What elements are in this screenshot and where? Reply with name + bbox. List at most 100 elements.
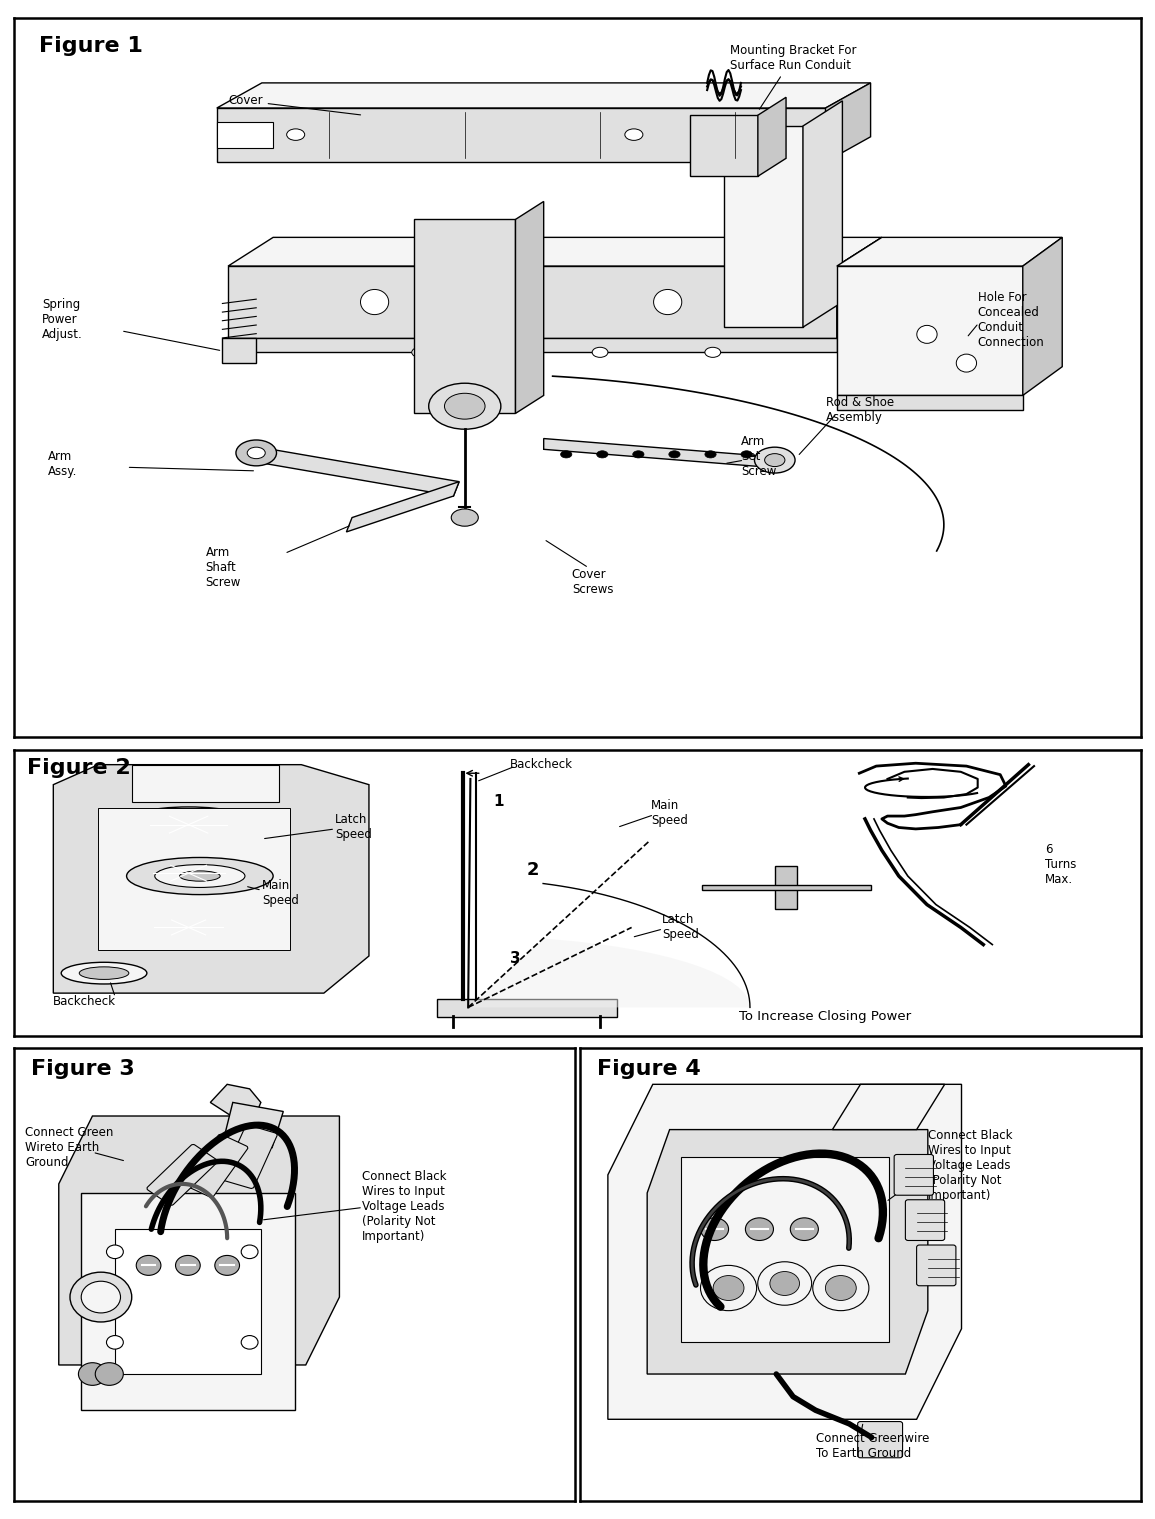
- Circle shape: [560, 451, 572, 457]
- Circle shape: [236, 441, 276, 466]
- Polygon shape: [53, 764, 368, 993]
- Polygon shape: [114, 1229, 261, 1375]
- Text: Latch
Speed: Latch Speed: [662, 913, 699, 942]
- FancyBboxPatch shape: [147, 1144, 217, 1206]
- Circle shape: [80, 968, 129, 980]
- Circle shape: [597, 451, 608, 457]
- Polygon shape: [544, 439, 769, 468]
- Circle shape: [445, 393, 485, 419]
- Text: Figure 3: Figure 3: [31, 1059, 134, 1080]
- Circle shape: [705, 348, 721, 357]
- Polygon shape: [228, 337, 836, 352]
- FancyBboxPatch shape: [184, 1135, 248, 1197]
- Circle shape: [625, 129, 643, 140]
- Text: Figure 4: Figure 4: [597, 1059, 700, 1080]
- Circle shape: [813, 1265, 869, 1311]
- Polygon shape: [803, 100, 842, 327]
- Text: Figure 1: Figure 1: [38, 36, 142, 56]
- Polygon shape: [98, 808, 290, 951]
- Text: Arm
Set
Screw: Arm Set Screw: [742, 434, 776, 478]
- Polygon shape: [608, 1085, 961, 1419]
- Text: 2: 2: [527, 861, 539, 880]
- Wedge shape: [468, 939, 750, 1007]
- Circle shape: [754, 447, 795, 472]
- Circle shape: [790, 1218, 819, 1241]
- Circle shape: [742, 451, 752, 457]
- Circle shape: [179, 870, 221, 881]
- Circle shape: [70, 1273, 132, 1322]
- Circle shape: [758, 1262, 812, 1305]
- Circle shape: [745, 1218, 774, 1241]
- Text: Arm
Assy.: Arm Assy.: [47, 450, 77, 477]
- Circle shape: [127, 911, 251, 943]
- Bar: [775, 866, 797, 908]
- Polygon shape: [515, 202, 544, 413]
- Text: Cover: Cover: [228, 94, 360, 115]
- Polygon shape: [413, 219, 515, 413]
- Polygon shape: [228, 266, 836, 337]
- Circle shape: [151, 917, 225, 937]
- Circle shape: [765, 454, 785, 466]
- Polygon shape: [223, 337, 256, 363]
- Circle shape: [593, 348, 608, 357]
- Polygon shape: [758, 97, 787, 176]
- Polygon shape: [132, 764, 278, 802]
- Circle shape: [106, 1246, 124, 1259]
- Polygon shape: [724, 126, 803, 327]
- Polygon shape: [228, 237, 882, 266]
- Circle shape: [633, 451, 644, 457]
- Circle shape: [429, 383, 501, 430]
- Circle shape: [412, 348, 427, 357]
- Text: Figure 2: Figure 2: [28, 758, 132, 778]
- Polygon shape: [210, 1085, 261, 1121]
- Circle shape: [176, 1255, 200, 1276]
- Circle shape: [81, 1281, 120, 1312]
- Text: Connect Black
Wires to Input
Voltage Leads
(Polarity Not
Important): Connect Black Wires to Input Voltage Lea…: [362, 1170, 446, 1243]
- Polygon shape: [217, 108, 826, 163]
- Circle shape: [247, 447, 266, 459]
- Polygon shape: [691, 115, 758, 176]
- Ellipse shape: [917, 325, 937, 343]
- Polygon shape: [437, 1000, 617, 1018]
- Polygon shape: [346, 482, 460, 532]
- Polygon shape: [1023, 237, 1063, 395]
- Text: Cover
Screws: Cover Screws: [572, 568, 613, 597]
- Polygon shape: [836, 237, 882, 337]
- Text: Mounting Bracket For
Surface Run Conduit: Mounting Bracket For Surface Run Conduit: [730, 44, 856, 109]
- FancyBboxPatch shape: [906, 1200, 945, 1241]
- Polygon shape: [59, 1116, 340, 1366]
- Circle shape: [106, 1335, 124, 1349]
- Polygon shape: [836, 395, 1023, 410]
- Circle shape: [241, 1335, 258, 1349]
- Polygon shape: [680, 1157, 888, 1343]
- Circle shape: [700, 1265, 757, 1311]
- Text: To Increase Closing Power: To Increase Closing Power: [739, 1010, 911, 1022]
- Text: Connect Green
Wireto Earth
Ground: Connect Green Wireto Earth Ground: [25, 1126, 113, 1170]
- FancyBboxPatch shape: [894, 1154, 933, 1195]
- Text: Arm
Shaft
Screw: Arm Shaft Screw: [206, 547, 241, 589]
- Text: Connect Greenwire
To Earth Ground: Connect Greenwire To Earth Ground: [815, 1432, 929, 1460]
- Ellipse shape: [495, 290, 524, 314]
- Circle shape: [770, 1271, 799, 1296]
- Polygon shape: [222, 1103, 283, 1148]
- Circle shape: [61, 962, 147, 984]
- Polygon shape: [245, 445, 460, 497]
- Circle shape: [155, 864, 245, 887]
- Circle shape: [286, 129, 305, 140]
- Circle shape: [147, 814, 231, 835]
- Text: Hole For
Concealed
Conduit
Connection: Hole For Concealed Conduit Connection: [977, 292, 1044, 349]
- Bar: [701, 884, 871, 890]
- Circle shape: [700, 1218, 729, 1241]
- Ellipse shape: [360, 290, 389, 314]
- Text: Spring
Power
Adjust.: Spring Power Adjust.: [42, 299, 83, 342]
- Circle shape: [127, 857, 273, 895]
- Circle shape: [669, 451, 680, 457]
- Text: Connect Black
Wires to Input
Voltage Leads
(Polarity Not
Important): Connect Black Wires to Input Voltage Lea…: [927, 1129, 1012, 1203]
- Text: Main
Speed: Main Speed: [262, 880, 299, 907]
- Circle shape: [79, 1363, 106, 1385]
- Circle shape: [124, 857, 254, 890]
- Circle shape: [705, 451, 716, 457]
- Circle shape: [452, 509, 478, 526]
- Circle shape: [136, 1255, 161, 1276]
- Text: Rod & Shoe
Assembly: Rod & Shoe Assembly: [826, 396, 894, 424]
